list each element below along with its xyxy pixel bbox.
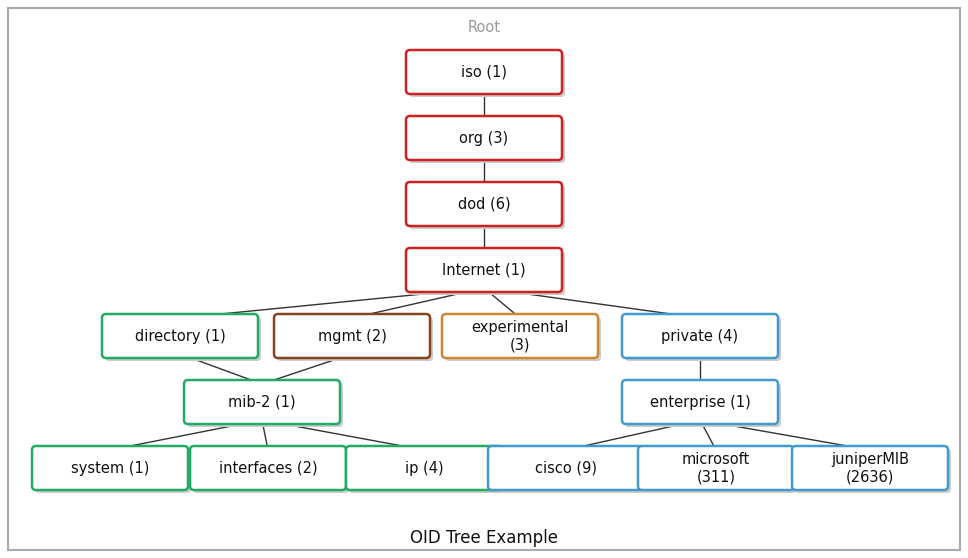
FancyBboxPatch shape [409, 185, 565, 229]
Text: experimental
(3): experimental (3) [471, 320, 568, 352]
Text: enterprise (1): enterprise (1) [650, 395, 750, 410]
Text: Internet (1): Internet (1) [442, 262, 526, 277]
Text: Root: Root [468, 21, 500, 36]
FancyBboxPatch shape [102, 314, 258, 358]
FancyBboxPatch shape [184, 380, 340, 424]
FancyBboxPatch shape [622, 380, 778, 424]
FancyBboxPatch shape [491, 449, 647, 493]
FancyBboxPatch shape [349, 449, 505, 493]
FancyBboxPatch shape [105, 317, 261, 361]
FancyBboxPatch shape [409, 251, 565, 295]
FancyBboxPatch shape [406, 248, 562, 292]
Text: interfaces (2): interfaces (2) [219, 460, 318, 475]
FancyBboxPatch shape [277, 317, 433, 361]
FancyBboxPatch shape [193, 449, 349, 493]
FancyBboxPatch shape [625, 317, 781, 361]
FancyBboxPatch shape [274, 314, 430, 358]
Text: mgmt (2): mgmt (2) [318, 329, 386, 344]
FancyBboxPatch shape [346, 446, 502, 490]
FancyBboxPatch shape [445, 317, 601, 361]
FancyBboxPatch shape [35, 449, 191, 493]
Text: ip (4): ip (4) [405, 460, 443, 475]
Text: microsoft
(311): microsoft (311) [681, 452, 750, 484]
FancyBboxPatch shape [625, 383, 781, 427]
Text: directory (1): directory (1) [135, 329, 226, 344]
Text: cisco (9): cisco (9) [535, 460, 597, 475]
Text: org (3): org (3) [460, 131, 508, 146]
FancyBboxPatch shape [409, 53, 565, 97]
FancyBboxPatch shape [622, 314, 778, 358]
FancyBboxPatch shape [641, 449, 797, 493]
FancyBboxPatch shape [488, 446, 644, 490]
Text: mib-2 (1): mib-2 (1) [228, 395, 296, 410]
Text: OID Tree Example: OID Tree Example [410, 529, 558, 547]
FancyBboxPatch shape [406, 50, 562, 94]
FancyBboxPatch shape [409, 119, 565, 163]
Text: system (1): system (1) [71, 460, 149, 475]
FancyBboxPatch shape [32, 446, 188, 490]
FancyBboxPatch shape [190, 446, 346, 490]
FancyBboxPatch shape [406, 182, 562, 226]
Text: dod (6): dod (6) [458, 196, 510, 211]
FancyBboxPatch shape [792, 446, 948, 490]
FancyBboxPatch shape [442, 314, 598, 358]
Text: iso (1): iso (1) [461, 65, 507, 79]
FancyBboxPatch shape [795, 449, 951, 493]
FancyBboxPatch shape [187, 383, 343, 427]
FancyBboxPatch shape [406, 116, 562, 160]
FancyBboxPatch shape [638, 446, 794, 490]
Text: juniperMIB
(2636): juniperMIB (2636) [831, 452, 909, 484]
Text: private (4): private (4) [661, 329, 739, 344]
